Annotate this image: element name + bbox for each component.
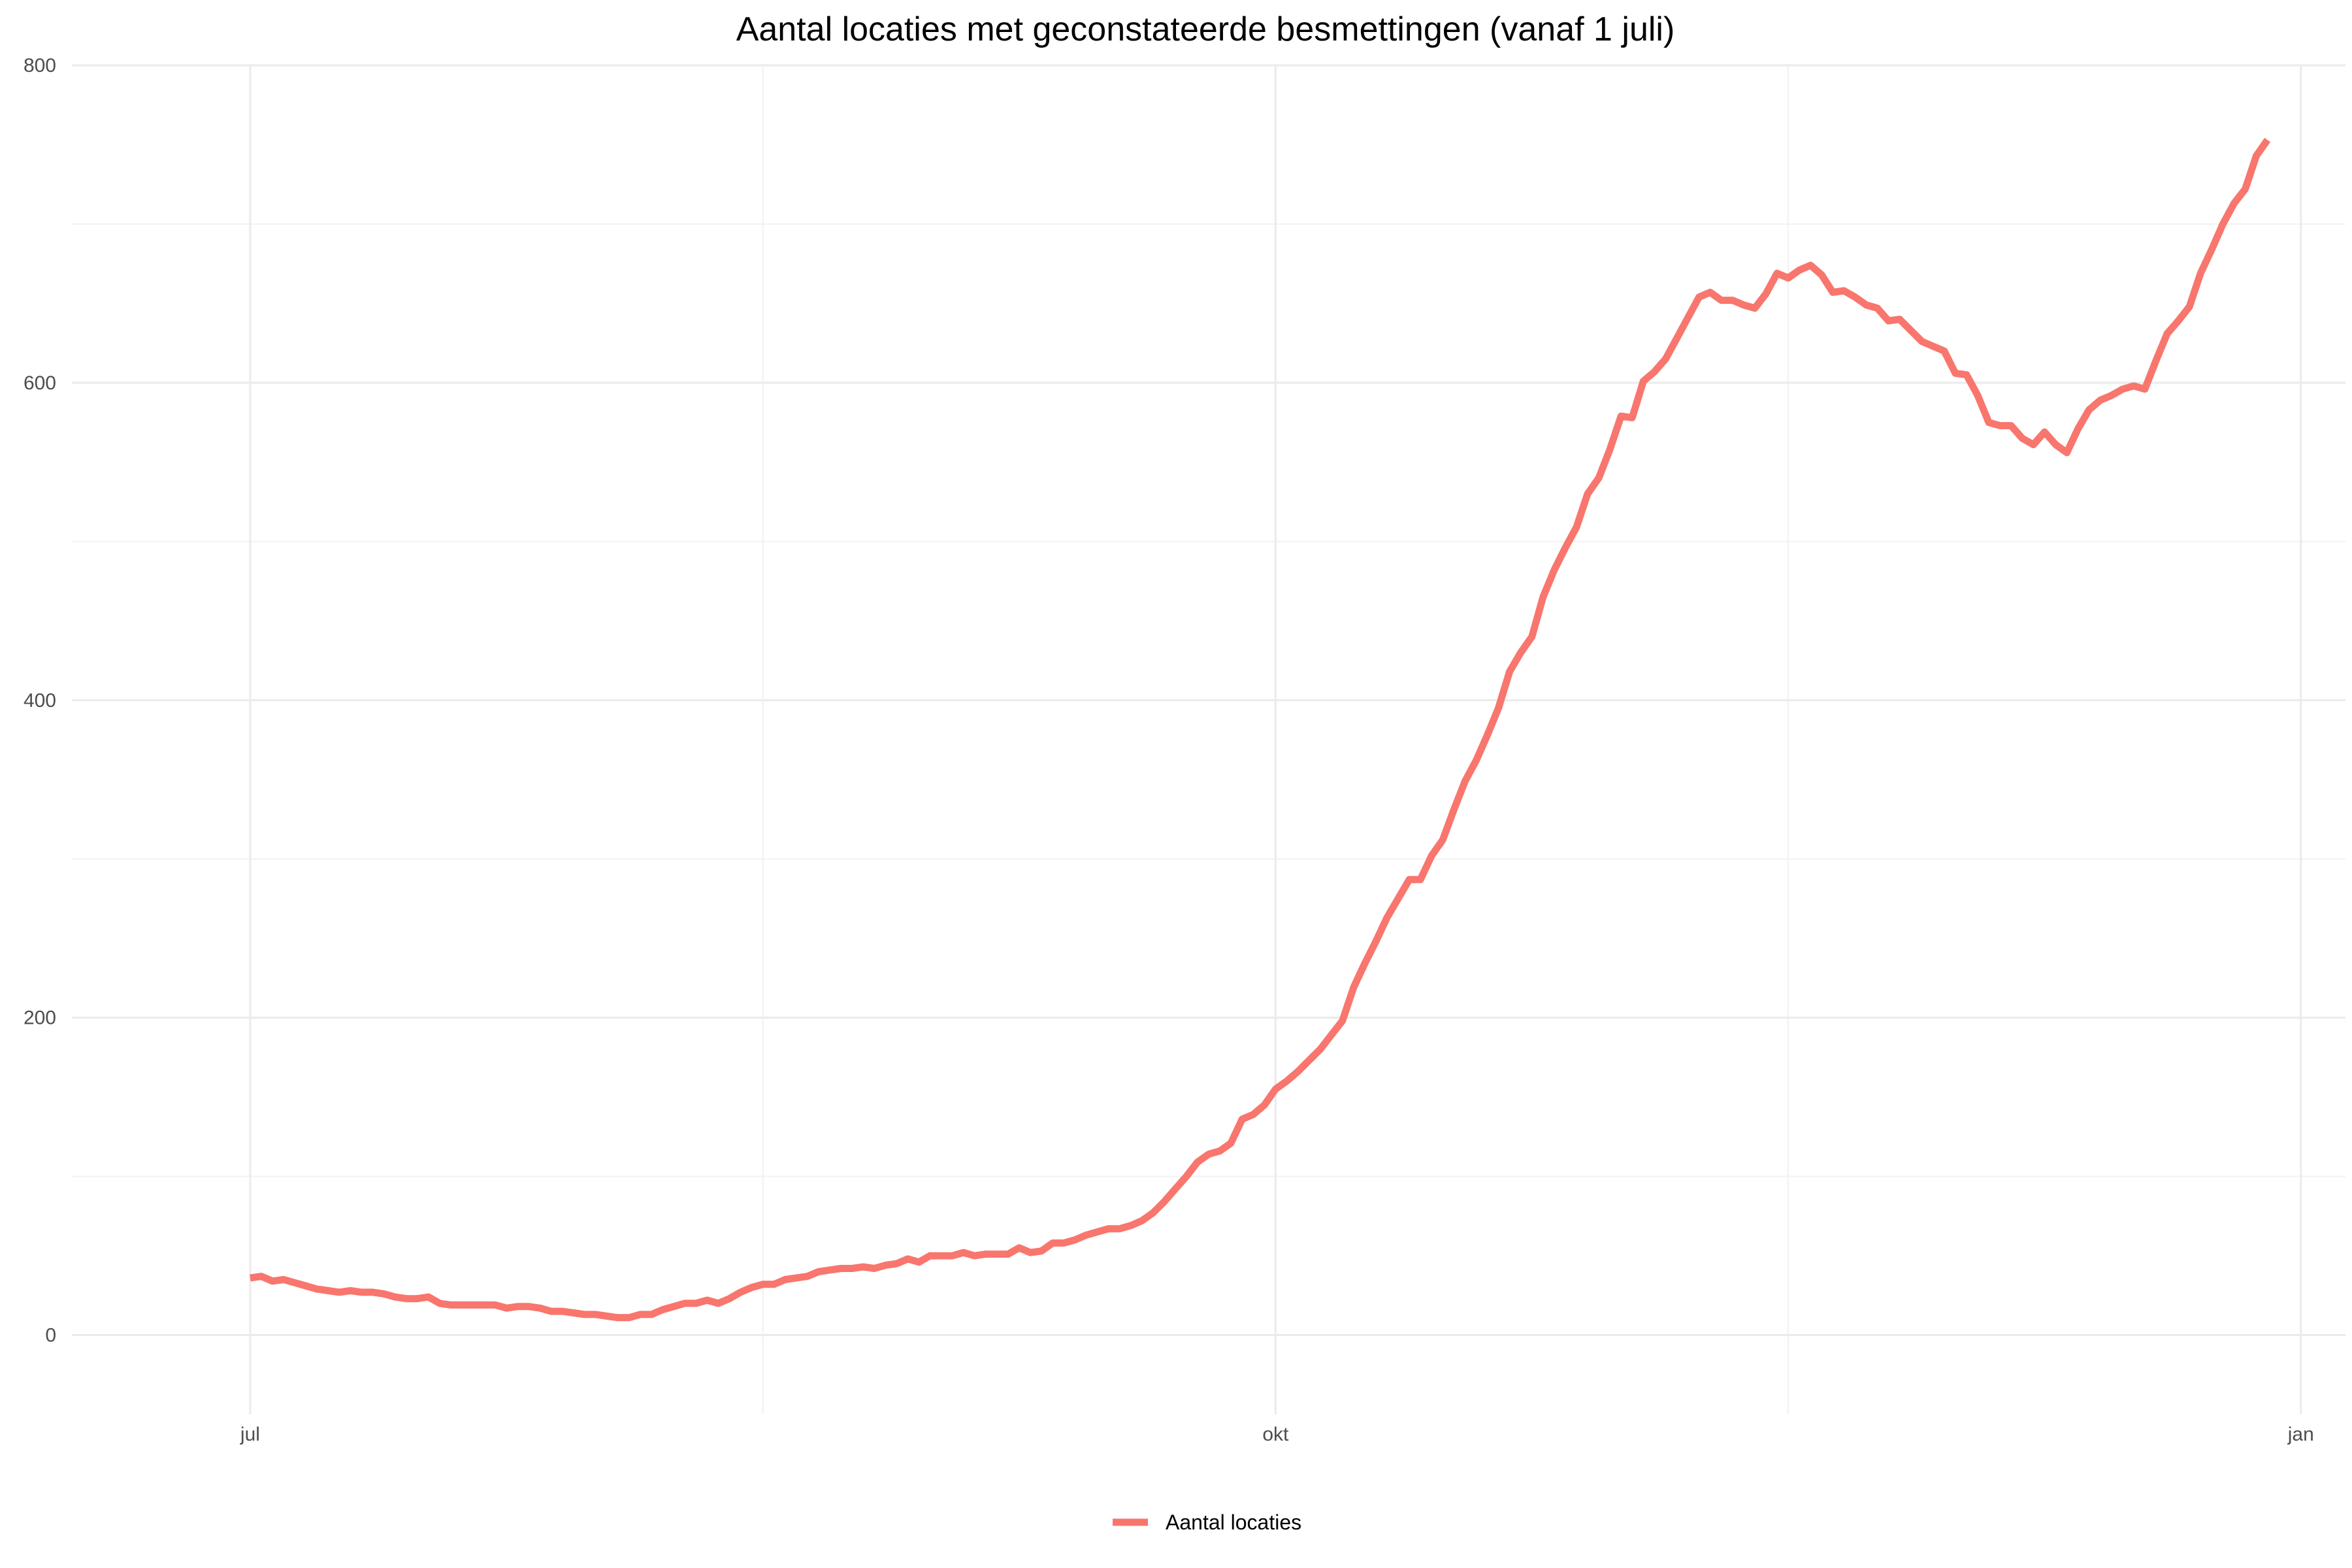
legend-label-aantal-locaties: Aantal locaties [1166,1511,1301,1534]
legend: Aantal locaties [1113,1511,1301,1534]
series-layer [250,138,2271,1322]
y-tick-label: 400 [24,690,56,711]
axis-tick-labels: 0 200 400 600 800 jul okt jan [24,55,2314,1445]
x-tick-label: jul [240,1424,260,1445]
grid-lines [72,64,2345,1414]
x-tick-label: jan [2287,1424,2314,1445]
y-tick-label: 0 [45,1325,56,1347]
chart-title: Aantal locaties met geconstateerde besme… [736,10,1675,48]
y-tick-label: 800 [24,55,56,76]
x-tick-label: okt [1262,1424,1289,1445]
y-tick-label: 200 [24,1007,56,1029]
series-line-aantal-locaties [250,138,2271,1322]
y-tick-label: 600 [24,372,56,394]
